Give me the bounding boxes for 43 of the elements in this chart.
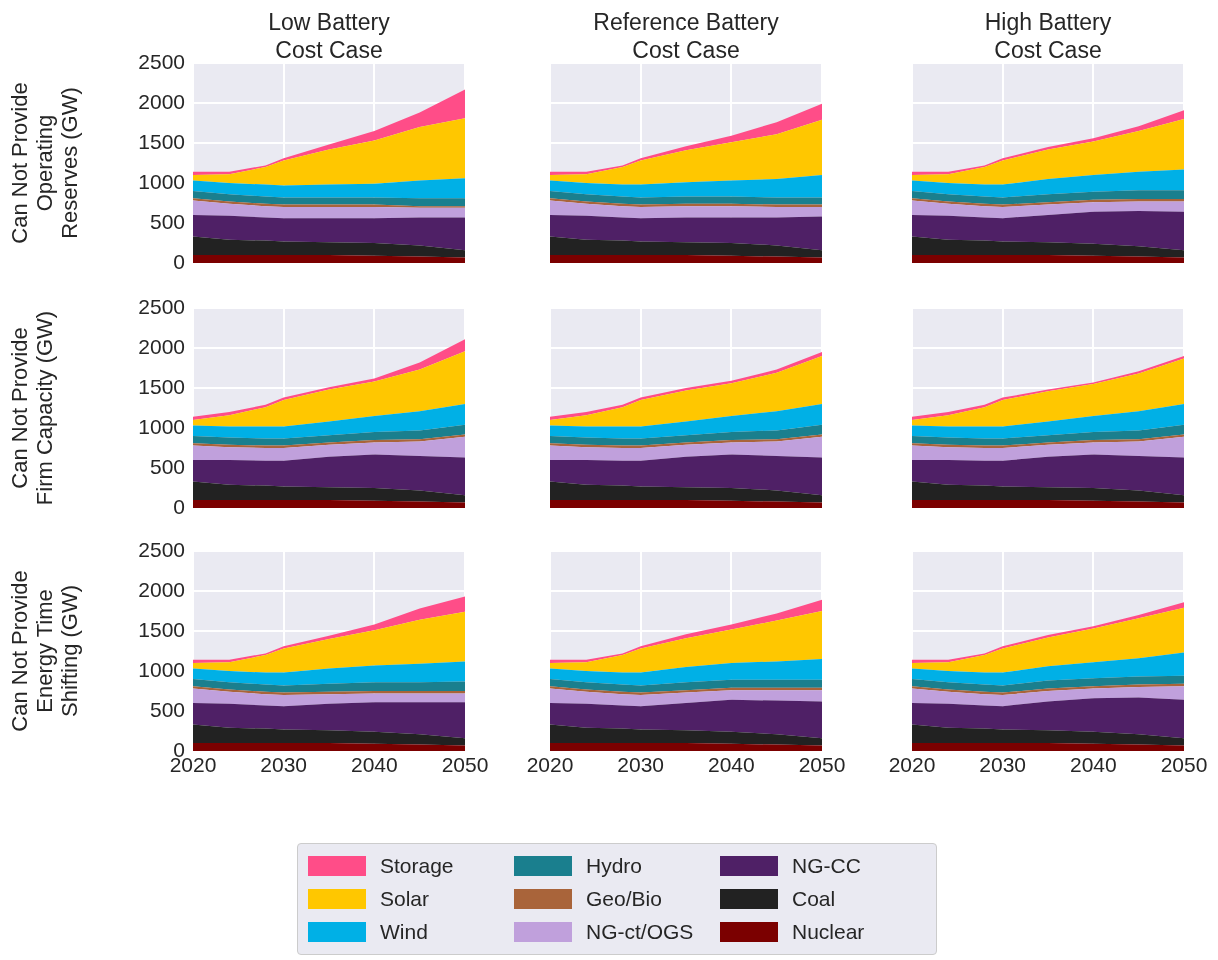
legend-label: Hydro <box>586 854 643 879</box>
y-tick-label: 1500 <box>138 617 185 641</box>
chart-title: Reference Battery Cost Case <box>592 8 780 64</box>
y-tick-label: 1000 <box>138 414 185 438</box>
x-tick-label: 2020 <box>888 753 936 777</box>
y-tick-label: 1000 <box>138 169 185 193</box>
chart-title: High Battery Cost Case <box>983 8 1113 64</box>
x-tick-label: 2040 <box>707 753 755 777</box>
x-tick-label: 2030 <box>260 753 308 777</box>
y-tick-label: 1000 <box>138 657 185 681</box>
y-tick-label: 2500 <box>138 537 185 561</box>
legend-label: NG-ct/OGS <box>586 919 694 944</box>
y-axis-title: Can Not Provide Energy Time Shifting (GW) <box>6 570 83 732</box>
y-tick-label: 2000 <box>138 89 185 113</box>
y-tick-label: 0 <box>173 494 185 518</box>
x-tick-label: 2030 <box>617 753 665 777</box>
legend-label: Wind <box>380 919 428 944</box>
y-tick-label: 2500 <box>138 294 185 318</box>
x-tick-label: 2040 <box>350 753 398 777</box>
legend-label: Geo/Bio <box>586 886 662 911</box>
x-tick-label: 2020 <box>526 753 574 777</box>
y-tick-label: 500 <box>149 209 185 233</box>
y-tick-label: 2000 <box>138 334 185 358</box>
y-tick-label: 500 <box>149 454 185 478</box>
legend-label: Coal <box>792 886 836 911</box>
y-axis-title: Can Not Provide Firm Capacity (GW) <box>6 310 58 506</box>
x-tick-label: 2040 <box>1069 753 1117 777</box>
x-tick-label: 2050 <box>441 753 489 777</box>
y-tick-label: 500 <box>149 697 185 721</box>
chart-title: Low Battery Cost Case <box>268 9 390 63</box>
x-tick-label: 2030 <box>979 753 1027 777</box>
y-axis-title: Can Not Provide Operating Reserves (GW) <box>6 82 83 244</box>
y-tick-label: 2500 <box>138 49 185 73</box>
y-tick-label: 0 <box>173 249 185 273</box>
y-tick-label: 2000 <box>138 577 185 601</box>
x-tick-label: 2050 <box>1160 753 1208 777</box>
legend-label: NG-CC <box>792 854 861 879</box>
y-tick-label: 1500 <box>138 374 185 398</box>
x-tick-label: 2050 <box>798 753 846 777</box>
legend-label: Storage <box>380 854 454 879</box>
y-tick-label: 1500 <box>138 129 185 153</box>
legend-label: Nuclear <box>792 919 865 944</box>
legend-label: Solar <box>380 886 430 911</box>
